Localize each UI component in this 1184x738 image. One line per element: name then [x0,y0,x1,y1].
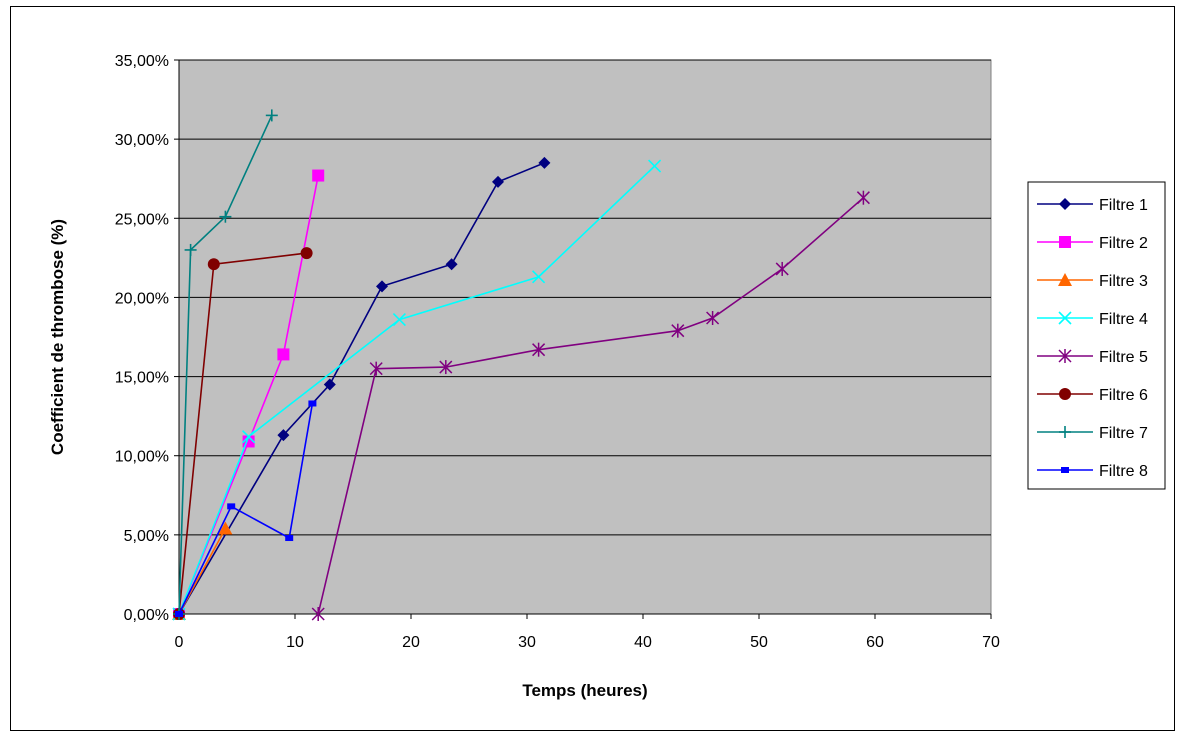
x-axis-label: Temps (heures) [522,681,647,700]
line-chart: 0,00% 5,00% 10,00% 15,00% 20,00% 25,00% 30,00%… [48,53,1166,700]
data-point [308,400,317,407]
legend-box [1027,181,1166,490]
data-point [671,323,685,338]
data-point [311,607,325,621]
data-point [532,342,546,357]
series-5 [311,190,870,621]
data-point [1059,198,1071,210]
data-point [1058,273,1072,286]
data-point [1058,311,1072,325]
data-point [184,243,197,256]
data-point [1058,349,1072,363]
legend-label: Filtre 8 [1099,463,1148,480]
y-axis-ticks: 0,00% 5,00% 10,00% 15,00% 20,00% 25,00% 30,00%… [115,53,180,624]
data-point [219,210,232,223]
legend-item: Filtre 5 [1037,349,1148,366]
marker-stroke [392,313,406,327]
data-point [1059,426,1071,438]
data-point [207,258,220,271]
data-point [175,611,183,617]
data-point [532,270,546,284]
x-tick-label: 10 [286,634,304,651]
series-line [317,197,864,615]
legend-item: Filtre 3 [1037,273,1148,290]
data-point [300,247,313,260]
legend-item: Filtre 4 [1037,311,1148,328]
x-axis-ticks: 0 10 20 30 40 50 60 70 [175,613,1000,651]
gridlines [179,59,991,536]
data-point [775,261,789,276]
legend-label: Filtre 1 [1099,197,1148,214]
data-point [265,109,278,122]
data-point [218,521,233,535]
y-tick-label: 15,00% [115,370,169,387]
data-point [277,429,290,442]
x-tick-label: 0 [175,634,184,651]
chart-frame: 0,00% 5,00% 10,00% 15,00% 20,00% 25,00% 30,00%… [10,6,1175,731]
data-point [242,430,256,444]
data-point [439,360,453,375]
data-point [277,348,290,361]
data-point [376,280,388,293]
data-point [1059,388,1071,400]
marker-stroke [648,159,662,173]
x-tick-label: 60 [866,634,884,651]
y-tick-label: 5,00% [124,528,169,545]
y-axis-label: Coefficient de thrombose (%) [48,219,67,455]
y-tick-label: 0,00% [124,607,169,624]
x-tick-label: 20 [402,634,420,651]
series-layer [172,109,870,621]
legend-item: Filtre 2 [1037,235,1148,252]
series-line [178,115,273,615]
y-tick-label: 20,00% [115,290,169,307]
data-point [227,503,236,510]
data-point [445,258,458,271]
legend-item: Filtre 8 [1037,463,1148,480]
legend-item: Filtre 7 [1037,425,1148,442]
y-tick-label: 10,00% [115,449,169,466]
data-point [312,169,325,182]
x-tick-label: 30 [518,634,536,651]
legend-item: Filtre 1 [1037,197,1148,214]
series-line [178,403,314,615]
y-tick-label: 30,00% [115,132,169,149]
legend-label: Filtre 5 [1099,349,1148,366]
legend: Filtre 1 Filtre 2 Filtre 3 Filtre 4 Filtre 5… [1027,181,1166,490]
data-point [285,535,294,542]
marker-stroke [532,270,546,284]
y-tick-label: 25,00% [115,211,169,228]
data-point [392,313,406,327]
data-point [323,378,336,391]
data-point [648,159,662,173]
legend-label: Filtre 4 [1099,311,1148,328]
legend-label: Filtre 7 [1099,425,1148,442]
data-point [538,156,551,169]
legend-label: Filtre 6 [1099,387,1148,404]
legend-item: Filtre 6 [1037,387,1148,404]
marker-stroke [242,430,256,444]
data-point [369,361,383,376]
marker-stroke [1058,311,1072,325]
data-point [1061,467,1069,473]
data-point [706,311,720,326]
y-tick-label: 35,00% [115,53,169,70]
legend-label: Filtre 3 [1099,273,1148,290]
data-point [492,175,504,188]
x-tick-label: 50 [750,634,768,651]
plot-area [178,59,992,615]
series-8 [175,400,317,617]
series-line [178,175,319,615]
data-point [856,190,870,205]
data-point [1059,236,1071,248]
x-tick-label: 70 [982,634,1000,651]
legend-label: Filtre 2 [1099,235,1148,252]
x-tick-label: 40 [634,634,652,651]
